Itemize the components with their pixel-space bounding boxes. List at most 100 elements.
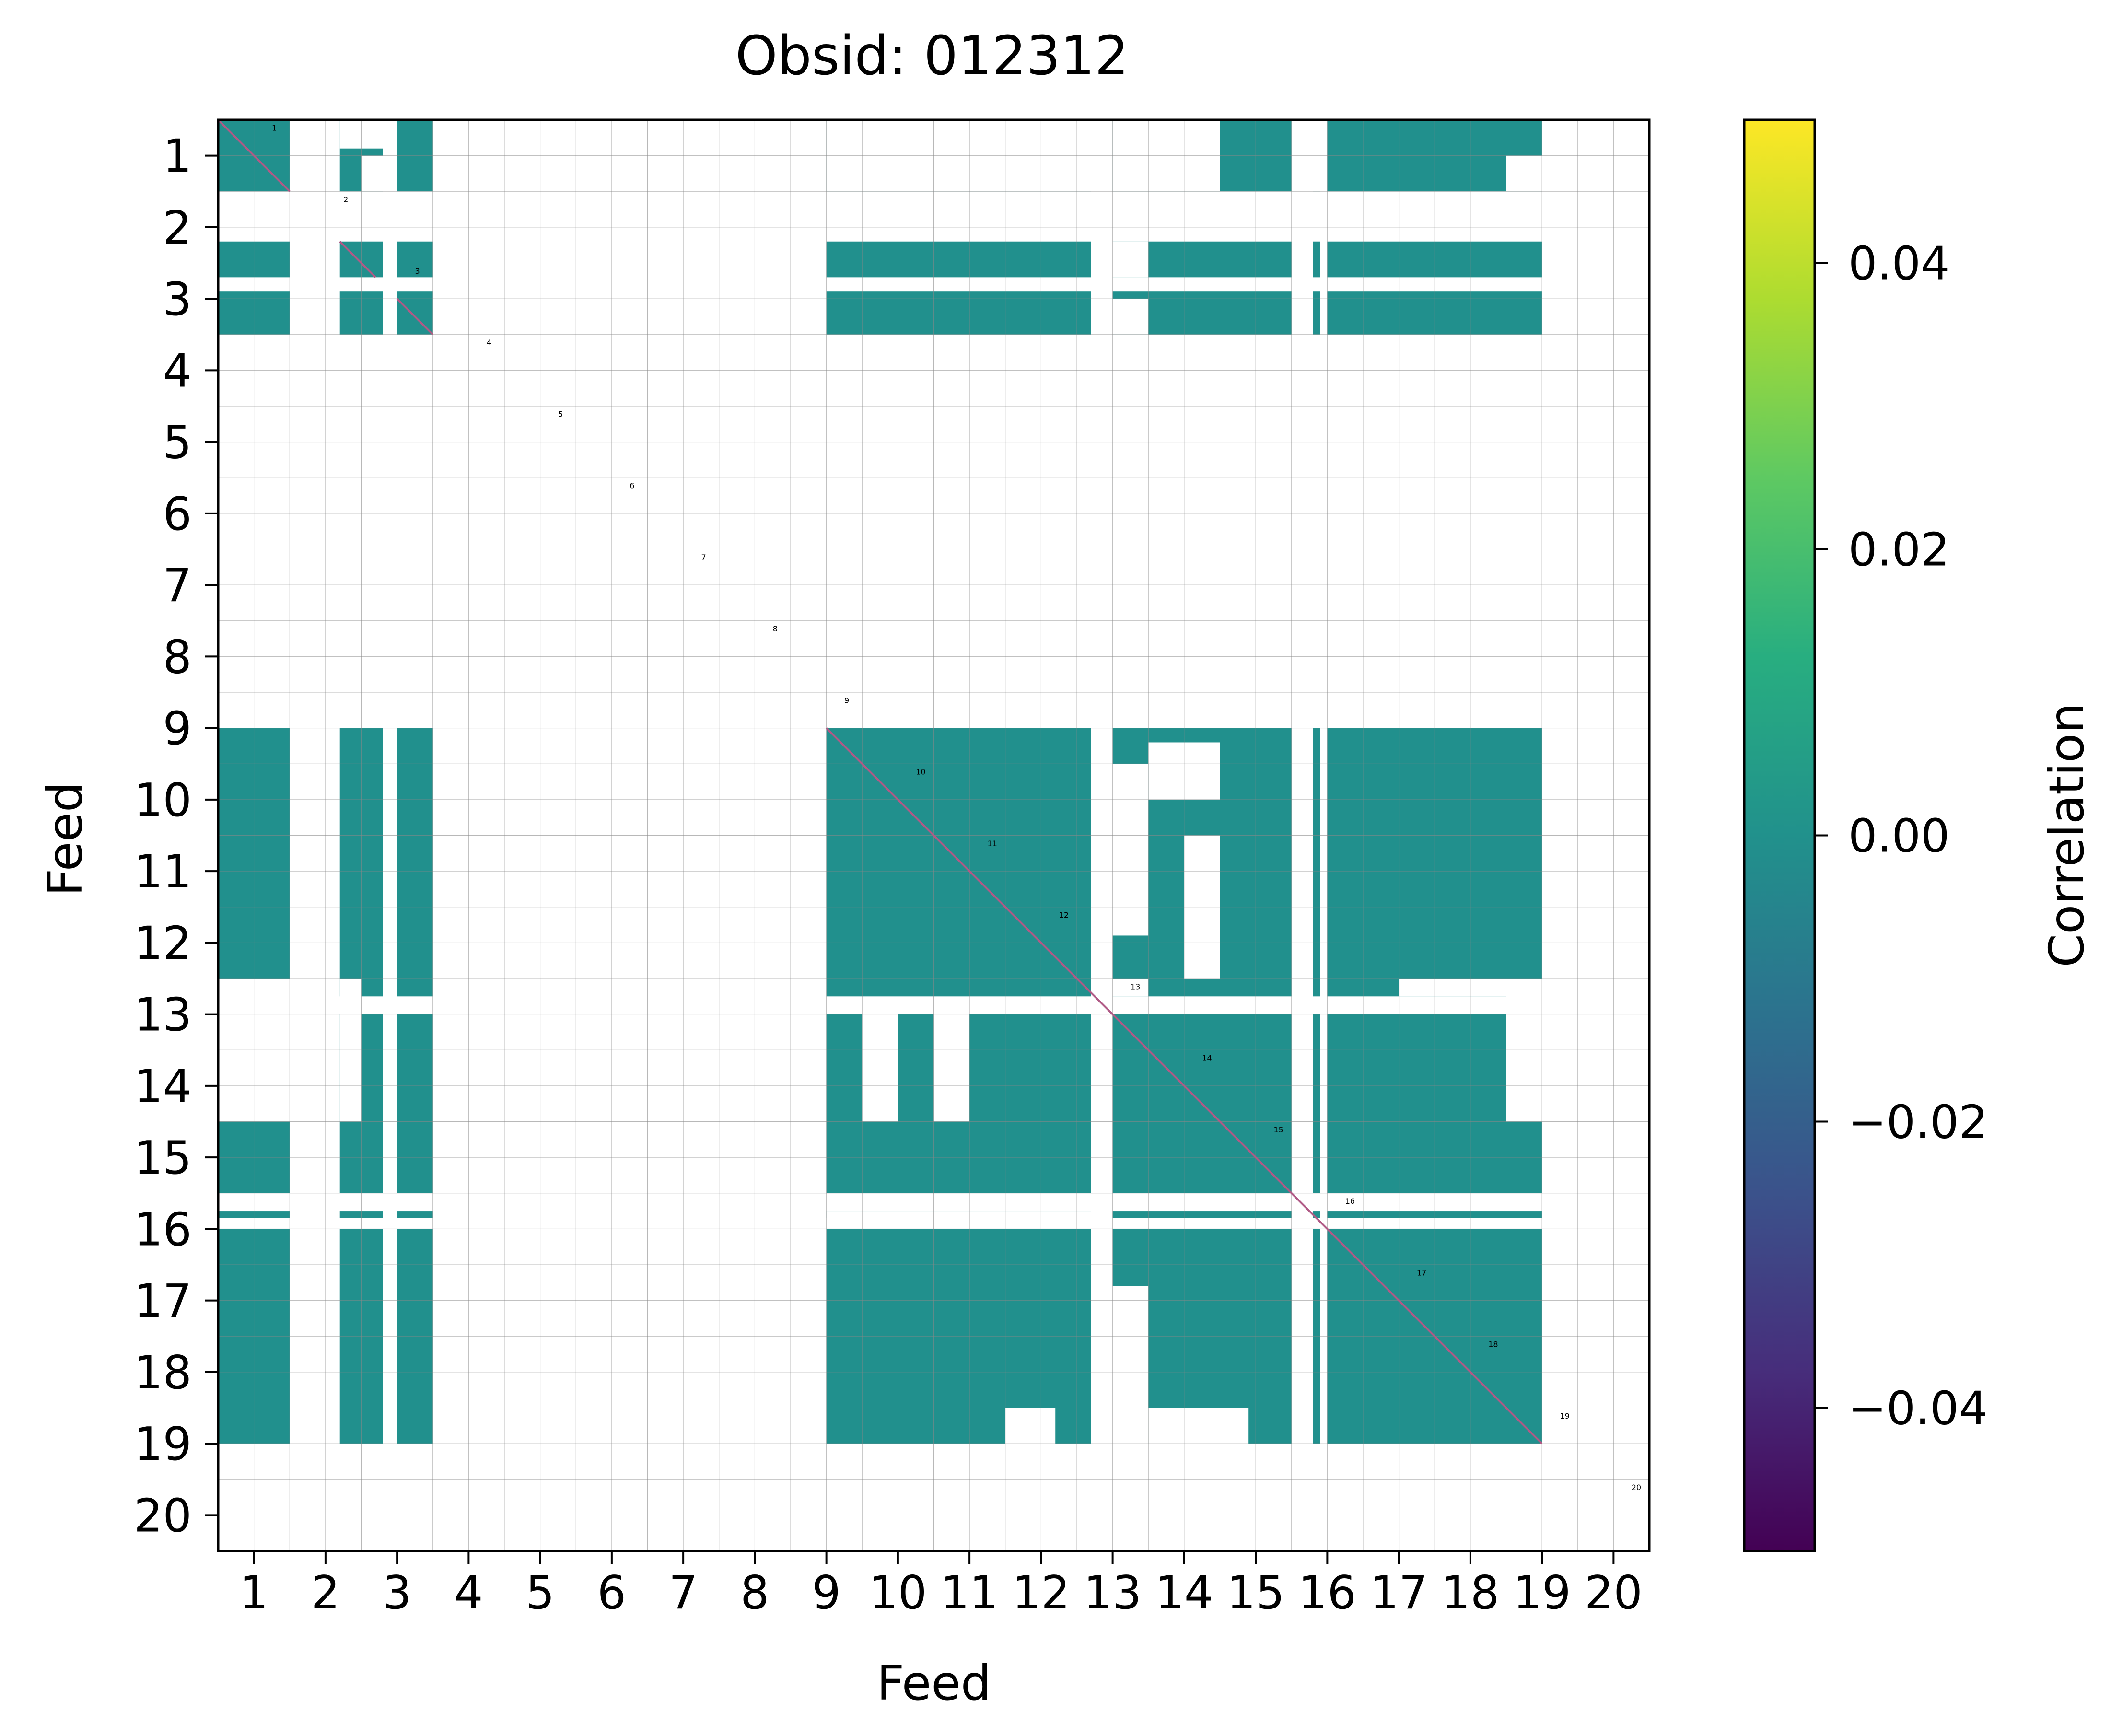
masked-region [1148, 1408, 1249, 1444]
colorbar-label: Correlation [2039, 703, 2095, 967]
masked-region [1091, 241, 1149, 278]
y-tick-label: 6 [163, 488, 192, 541]
feed-label: 1 [272, 123, 277, 132]
diagonal-segment [826, 727, 1543, 1445]
feed-label: 13 [1131, 982, 1140, 991]
y-tick-label: 15 [134, 1132, 192, 1185]
y-tick-label: 18 [134, 1347, 192, 1399]
heatmap-block [1506, 241, 1542, 278]
heatmap-block [397, 1408, 433, 1444]
masked-region [826, 1211, 1091, 1218]
x-axis-ticks: 1 2 3 4 5 6 7 8 9 10 11 12 13 14 15 16 17 18 19 20 [239, 1551, 1643, 1619]
heatmap-block [1313, 291, 1320, 335]
y-tick-label: 5 [163, 417, 192, 469]
diagonal-segment [218, 120, 291, 192]
chart-title: Obsid: 012312 [735, 25, 1129, 87]
y-axis-label: Feed [37, 782, 93, 897]
x-tick-label: 11 [941, 1567, 999, 1619]
feed-label: 3 [415, 267, 420, 276]
heatmap-block [1313, 1229, 1320, 1408]
x-tick-label: 8 [740, 1567, 769, 1619]
y-tick-label: 2 [163, 202, 192, 255]
masked-region [1091, 764, 1149, 936]
y-tick-label: 14 [134, 1060, 192, 1113]
x-tick-label: 3 [383, 1567, 411, 1619]
feed-label: 9 [844, 696, 849, 705]
x-tick-label: 14 [1155, 1567, 1213, 1619]
masked-region [1399, 979, 1506, 997]
colorbar-ticks: −0.04 −0.02 0.00 0.02 0.04 [1815, 238, 1988, 1435]
heatmap-block [1327, 728, 1506, 979]
feed-label: 17 [1417, 1268, 1426, 1277]
y-tick-label: 10 [134, 774, 192, 827]
feed-label: 7 [701, 553, 706, 562]
x-tick-label: 15 [1227, 1567, 1285, 1619]
masked-region [1112, 1408, 1149, 1444]
masked-region [361, 155, 383, 192]
feed-label: 2 [343, 195, 348, 204]
heatmap-block [1327, 1408, 1506, 1444]
x-tick-label: 17 [1370, 1567, 1428, 1619]
x-axis-label: Feed [877, 1655, 991, 1711]
heatmap-block [397, 1014, 433, 1122]
heatmap-block [826, 979, 1091, 997]
feed-label: 12 [1059, 910, 1069, 920]
colorbar-tick-label: −0.02 [1848, 1096, 1988, 1149]
feed-label: 20 [1632, 1483, 1641, 1492]
feed-label: 4 [487, 338, 491, 347]
heatmap-block [1112, 1014, 1292, 1122]
x-tick-label: 20 [1585, 1567, 1643, 1619]
heatmap-block [397, 979, 433, 997]
y-tick-label: 11 [134, 846, 192, 898]
feed-label: 11 [987, 839, 997, 848]
colorbar [1744, 120, 1815, 1551]
heatmap-block [397, 728, 433, 979]
y-tick-label: 9 [163, 703, 192, 756]
heatmap-block [1313, 1014, 1320, 1122]
y-tick-label: 12 [134, 917, 192, 970]
feed-label: 16 [1345, 1197, 1355, 1206]
masked-region [1506, 155, 1542, 192]
feed-label: 5 [558, 409, 563, 419]
x-tick-label: 16 [1298, 1567, 1356, 1619]
heatmap-block [826, 241, 1091, 278]
x-tick-label: 9 [812, 1567, 840, 1619]
masked-region [1091, 979, 1149, 997]
y-tick-label: 4 [163, 345, 192, 397]
colorbar-tick-label: −0.04 [1848, 1383, 1988, 1435]
x-tick-label: 2 [311, 1567, 340, 1619]
heatmap-block [826, 291, 1091, 335]
gridlines [218, 120, 1649, 1551]
masked-region [1005, 1408, 1056, 1444]
colorbar-tick-label: 0.00 [1848, 810, 1950, 863]
heatmap-block [1313, 1408, 1320, 1444]
diagonal-segment [339, 241, 376, 278]
diagonal-segment [396, 298, 434, 336]
y-tick-label: 17 [134, 1275, 192, 1328]
diagonal [218, 120, 1543, 1445]
masked-region [862, 1014, 898, 1122]
heatmap-block [1327, 291, 1506, 335]
feed-label: 15 [1273, 1125, 1283, 1134]
feed-label: 6 [630, 481, 634, 490]
feed-label: 8 [773, 624, 778, 633]
y-tick-label: 1 [163, 130, 192, 183]
x-tick-label: 1 [239, 1567, 268, 1619]
x-tick-label: 13 [1084, 1567, 1142, 1619]
heatmap-block [1313, 728, 1320, 979]
y-tick-label: 16 [134, 1203, 192, 1256]
masked-region [1091, 299, 1149, 335]
x-tick-label: 6 [597, 1567, 626, 1619]
heatmap-block [397, 1229, 433, 1408]
masked-region [933, 1014, 970, 1122]
heatmap-block [397, 1211, 433, 1218]
feed-label: 14 [1202, 1054, 1212, 1063]
y-tick-label: 3 [163, 273, 192, 326]
y-tick-label: 19 [134, 1418, 192, 1471]
y-tick-label: 13 [134, 989, 192, 1042]
heatmap-block [397, 241, 433, 278]
heatmap-block [1506, 1229, 1542, 1408]
heatmap-block [1506, 728, 1542, 979]
